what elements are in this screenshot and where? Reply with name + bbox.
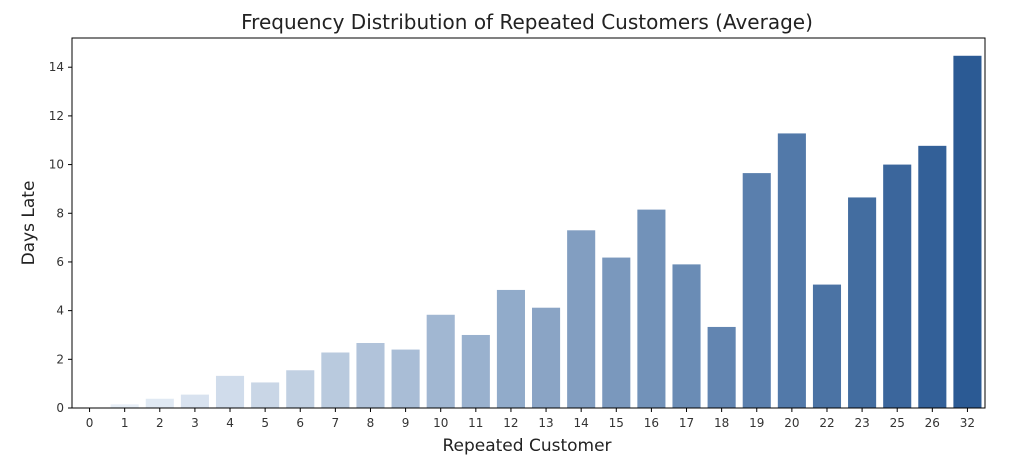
x-tick-label-20: 20: [784, 416, 799, 430]
bars: [110, 55, 982, 409]
x-tick-label-5: 5: [261, 416, 269, 430]
bar-14: [567, 230, 596, 408]
x-tick-label-8: 8: [367, 416, 375, 430]
x-tick-label-23: 23: [854, 416, 869, 430]
x-tick-label-18: 18: [714, 416, 729, 430]
bar-23: [848, 197, 877, 408]
chart-title: Frequency Distribution of Repeated Custo…: [241, 10, 813, 34]
bar-8: [356, 343, 385, 408]
y-axis-label: Days Late: [19, 181, 39, 266]
bar-17: [672, 264, 701, 408]
y-tick-label-10: 10: [49, 158, 64, 172]
x-tick-label-2: 2: [156, 416, 164, 430]
bar-10: [426, 314, 455, 408]
x-tick-label-19: 19: [749, 416, 764, 430]
x-tick-label-15: 15: [609, 416, 624, 430]
x-tick-label-13: 13: [538, 416, 553, 430]
bar-25: [883, 164, 912, 408]
bar-7: [321, 352, 350, 408]
x-tick-label-16: 16: [644, 416, 659, 430]
bar-6: [286, 370, 315, 408]
bar-1: [110, 404, 139, 408]
x-tick-label-4: 4: [226, 416, 234, 430]
x-tick-label-26: 26: [925, 416, 940, 430]
bar-15: [602, 257, 631, 408]
y-tick-label-14: 14: [49, 60, 64, 74]
x-tick-label-10: 10: [433, 416, 448, 430]
bar-19: [742, 173, 771, 408]
bar-9: [391, 349, 420, 408]
bar-5: [251, 382, 280, 408]
x-tick-label-1: 1: [121, 416, 129, 430]
x-tick-label-17: 17: [679, 416, 694, 430]
x-tick-label-9: 9: [402, 416, 410, 430]
x-tick-label-6: 6: [296, 416, 304, 430]
bar-13: [532, 307, 561, 408]
plot-frame: [71, 37, 986, 409]
x-tick-label-7: 7: [332, 416, 340, 430]
y-tick-label-6: 6: [56, 255, 64, 269]
y-tick-label-2: 2: [56, 352, 64, 366]
bar-3: [180, 394, 209, 408]
y-tick-label-12: 12: [49, 109, 64, 123]
y-tick-label-8: 8: [56, 206, 64, 220]
x-tick-label-12: 12: [503, 416, 518, 430]
bar-26: [918, 145, 947, 409]
y-tick-label-0: 0: [56, 401, 64, 415]
bar-16: [637, 209, 666, 408]
bar-32: [953, 55, 982, 408]
x-tick-label-14: 14: [574, 416, 589, 430]
y-tick-label-4: 4: [56, 304, 64, 318]
bar-12: [496, 289, 525, 408]
bar-11: [461, 334, 490, 408]
y-axis: 0 2 4 6 8 10 12 14: [49, 60, 72, 415]
bar-22: [812, 284, 842, 408]
bar-4: [215, 375, 245, 408]
bar-20: [777, 133, 806, 408]
x-axis: 0 1 2 3 4 5 6 7 8 9 10 11 12 13 14 15 16 17 18 19 20 22 23 25 26…: [86, 408, 975, 430]
x-tick-label-11: 11: [468, 416, 483, 430]
x-tick-label-25: 25: [890, 416, 905, 430]
x-axis-label: Repeated Customer: [442, 436, 611, 456]
x-tick-label-3: 3: [191, 416, 199, 430]
x-tick-label-32: 32: [960, 416, 975, 430]
bar-2: [145, 398, 174, 408]
x-tick-label-22: 22: [819, 416, 834, 430]
bar-18: [707, 326, 736, 408]
x-tick-label-0: 0: [86, 416, 94, 430]
